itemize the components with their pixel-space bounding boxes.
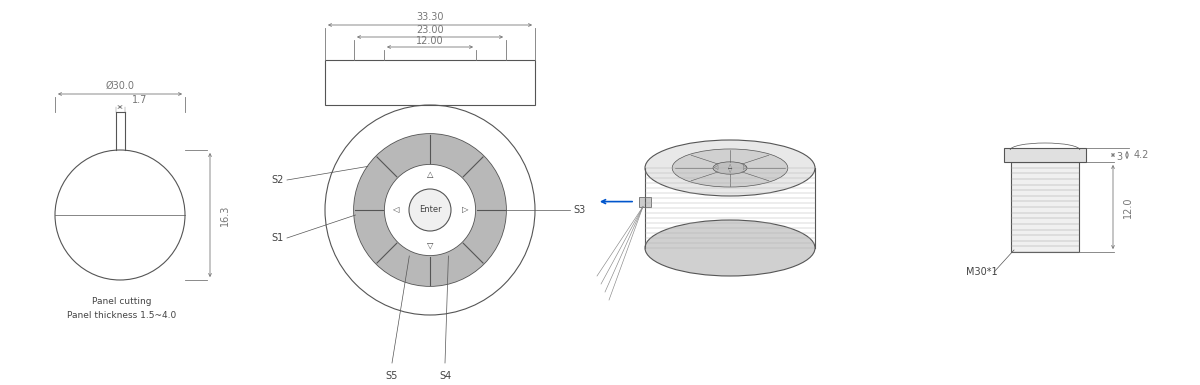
Text: 3: 3 — [1116, 152, 1122, 162]
Bar — [1010, 162, 1079, 252]
Text: ◁: ◁ — [391, 206, 398, 214]
Text: S4: S4 — [439, 371, 451, 381]
Text: ▽: ▽ — [427, 241, 433, 249]
Ellipse shape — [713, 162, 746, 174]
Text: Enter: Enter — [419, 206, 442, 214]
Bar — [640, 197, 650, 207]
Text: 33.30: 33.30 — [416, 12, 444, 22]
Text: ◁: ◁ — [713, 166, 718, 171]
Text: ▷: ▷ — [462, 206, 468, 214]
Text: △: △ — [427, 171, 433, 179]
Text: 1.7: 1.7 — [132, 95, 148, 105]
Bar — [1004, 148, 1086, 162]
Text: S1: S1 — [271, 233, 284, 243]
Ellipse shape — [672, 149, 787, 187]
Text: Ø30.0: Ø30.0 — [106, 81, 134, 91]
Text: 16.3: 16.3 — [220, 204, 230, 226]
Text: ▷: ▷ — [743, 166, 748, 171]
Bar — [325, 60, 535, 105]
Text: 12.0: 12.0 — [1123, 196, 1133, 218]
Text: 12.00: 12.00 — [416, 36, 444, 46]
Circle shape — [409, 189, 451, 231]
Text: ▽: ▽ — [728, 168, 732, 173]
Text: M30*1: M30*1 — [966, 267, 997, 277]
Text: S5: S5 — [386, 371, 398, 381]
Text: Panel cutting: Panel cutting — [92, 298, 151, 306]
Text: Panel thickness 1.5~4.0: Panel thickness 1.5~4.0 — [67, 311, 176, 320]
Text: S3: S3 — [574, 205, 586, 215]
Text: △: △ — [728, 163, 732, 168]
Text: 4.2: 4.2 — [1134, 150, 1150, 160]
Text: S2: S2 — [271, 175, 284, 185]
Text: 23.00: 23.00 — [416, 25, 444, 35]
Ellipse shape — [646, 140, 815, 196]
Ellipse shape — [646, 220, 815, 276]
